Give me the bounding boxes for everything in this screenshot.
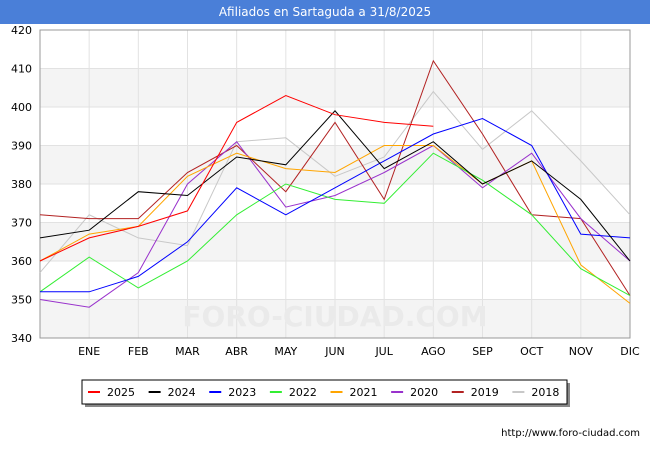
source-url: http://www.foro-ciudad.com <box>501 428 640 439</box>
legend-label-2018: 2018 <box>531 386 559 399</box>
series-line-2020 <box>39 140 631 308</box>
x-tick-label: AGO <box>421 345 446 358</box>
y-tick-label: 360 <box>11 255 32 268</box>
y-tick-label: 350 <box>11 294 32 307</box>
y-tick-label: 410 <box>11 63 32 76</box>
x-tick-label: NOV <box>569 345 594 358</box>
title-bar <box>0 0 650 24</box>
x-tick-label: DIC <box>620 345 640 358</box>
legend-label-2019: 2019 <box>471 386 499 399</box>
series-line-2024 <box>39 110 631 262</box>
legend-label-2025: 2025 <box>107 386 135 399</box>
y-tick-label: 390 <box>11 140 32 153</box>
legend-label-2020: 2020 <box>410 386 438 399</box>
legend-label-2024: 2024 <box>168 386 196 399</box>
x-tick-label: JUL <box>374 345 393 358</box>
y-tick-label: 340 <box>11 332 32 345</box>
x-tick-label: ABR <box>225 345 248 358</box>
legend-box <box>81 379 568 405</box>
series-line-2018 <box>39 90 631 273</box>
legend-label-2023: 2023 <box>228 386 256 399</box>
y-tick-label: 420 <box>11 24 32 37</box>
x-tick-label: JUN <box>324 345 345 358</box>
y-tick-label: 380 <box>11 178 32 191</box>
x-tick-label: FEB <box>128 345 149 358</box>
legend-label-2022: 2022 <box>289 386 317 399</box>
series-line-2022 <box>39 152 631 297</box>
plot-frame <box>39 29 631 339</box>
x-tick-label: OCT <box>520 345 543 358</box>
x-tick-label: ENE <box>78 345 100 358</box>
x-tick-label: SEP <box>472 345 493 358</box>
x-tick-label: MAY <box>274 345 297 358</box>
watermark: FORO-CIUDAD.COM <box>182 300 487 333</box>
legend-label-2021: 2021 <box>350 386 378 399</box>
y-tick-label: 370 <box>11 217 32 230</box>
series-line-2025 <box>39 94 434 262</box>
x-tick-label: MAR <box>175 345 200 358</box>
y-tick-label: 400 <box>11 101 32 114</box>
page-title: Afiliados en Sartaguda a 31/8/2025 <box>218 5 432 19</box>
series-line-2023 <box>40 117 631 293</box>
